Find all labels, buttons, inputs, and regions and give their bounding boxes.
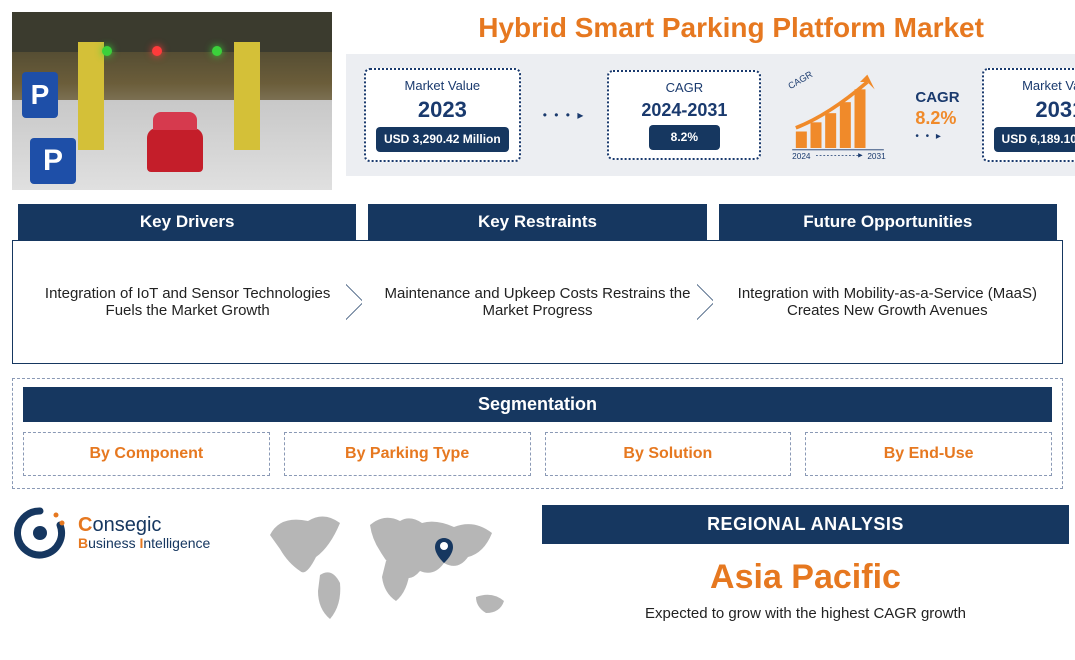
logo-line1: Consegic (78, 515, 210, 536)
metric-end: Market Value 2031 USD 6,189.10 Million (982, 68, 1075, 161)
segmentation-item: By Component (23, 432, 270, 476)
metric-year: 2023 (418, 99, 467, 121)
restraints-header: Key Restraints (368, 204, 706, 240)
metrics-band: Market Value 2023 USD 3,290.42 Million •… (346, 54, 1075, 176)
cagr-callout-value: 8.2% (915, 108, 956, 129)
metric-value: 8.2% (649, 125, 720, 149)
regional-note: Expected to grow with the highest CAGR g… (645, 605, 966, 622)
logo-line2: Business Intelligence (78, 536, 210, 551)
metric-label: Market Value (405, 78, 481, 93)
cagr-callout-label: CAGR (915, 89, 959, 106)
metric-year: 2031 (1035, 99, 1075, 121)
world-map-icon (260, 505, 530, 635)
arrow-dots-icon: • • ▸ (915, 131, 943, 142)
restraints-body: Maintenance and Upkeep Costs Restrains t… (376, 285, 698, 319)
drivers-restraints-opportunities: Key Drivers Integration of IoT and Senso… (12, 204, 1063, 364)
segmentation-header: Segmentation (23, 387, 1052, 422)
hero-parking-image: P P (12, 12, 332, 190)
metric-cagr: CAGR 2024-2031 8.2% (607, 70, 761, 159)
cagr-callout: CAGR 8.2% • • ▸ (915, 89, 959, 142)
car-icon (147, 128, 203, 172)
opportunities-header: Future Opportunities (719, 204, 1057, 240)
drivers-header: Key Drivers (18, 204, 356, 240)
segmentation-item: By Parking Type (284, 432, 531, 476)
growth-chart-icon: CAGR 2024 2031 (783, 68, 893, 162)
svg-text:CAGR: CAGR (787, 69, 815, 91)
svg-text:2031: 2031 (868, 152, 887, 161)
segmentation-item: By Solution (545, 432, 792, 476)
regional-analysis: REGIONAL ANALYSIS Asia Pacific Expected … (548, 505, 1063, 622)
metric-start: Market Value 2023 USD 3,290.42 Million (364, 68, 521, 161)
brand-logo: Consegic Business Intelligence (12, 505, 242, 561)
segmentation-item: By End-Use (805, 432, 1052, 476)
metric-label: Market Value (1022, 78, 1075, 93)
segmentation-section: Segmentation By Component By Parking Typ… (12, 378, 1063, 489)
arrow-dots-icon: • • • ▸ (543, 108, 586, 122)
metric-value: USD 6,189.10 Million (994, 127, 1075, 151)
svg-text:2024: 2024 (793, 152, 812, 161)
opportunities-body: Integration with Mobility-as-a-Service (… (727, 285, 1048, 319)
metric-period: 2024-2031 (641, 101, 727, 119)
page-title: Hybrid Smart Parking Platform Market (346, 12, 1075, 44)
metric-value: USD 3,290.42 Million (376, 127, 509, 151)
parking-sign-icon: P (30, 138, 76, 184)
regional-name: Asia Pacific (710, 558, 901, 597)
regional-header: REGIONAL ANALYSIS (542, 505, 1069, 544)
logo-mark-icon (12, 505, 68, 561)
drivers-body: Integration of IoT and Sensor Technologi… (27, 285, 348, 319)
metric-label: CAGR (666, 80, 704, 95)
parking-sign-icon: P (22, 72, 58, 118)
